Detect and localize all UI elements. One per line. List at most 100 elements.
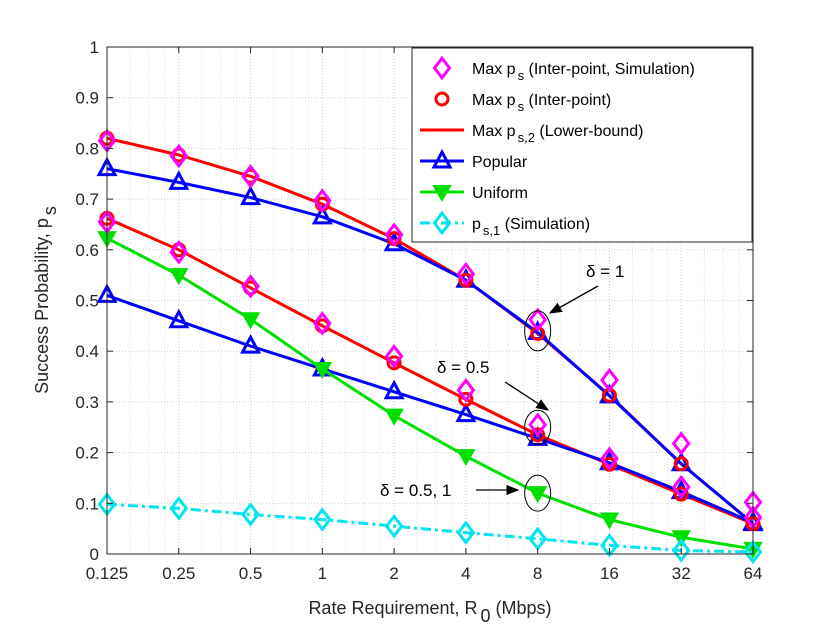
data-point bbox=[312, 507, 332, 532]
data-point bbox=[168, 308, 190, 329]
x-tick-label: 32 bbox=[672, 564, 691, 583]
legend-label: Popular bbox=[472, 154, 528, 171]
tick-layer: 0.125 0.25 0.5 1 2 4 8 16 32 64 0 0.1 0.2 0.3 0.4 0.5 0.… bbox=[75, 38, 762, 583]
annotation-layer: δ = 1 δ = 0.5 δ = 0.5, 1 bbox=[380, 262, 624, 512]
legend-label-sub: s bbox=[518, 68, 525, 83]
data-point bbox=[671, 474, 691, 500]
y-tick-label: 0 bbox=[90, 545, 99, 564]
y-tick-label: 0.2 bbox=[75, 444, 99, 463]
data-point bbox=[169, 240, 189, 265]
data-point bbox=[455, 402, 477, 423]
data-point bbox=[671, 431, 691, 456]
data-point bbox=[240, 333, 262, 354]
legend-label-sub: s,1 bbox=[483, 223, 500, 238]
data-point bbox=[600, 446, 619, 471]
data-point bbox=[743, 539, 763, 565]
legend-label-sub: s bbox=[518, 99, 525, 114]
annotation-label: δ = 0.5, 1 bbox=[380, 481, 451, 500]
data-point bbox=[384, 513, 404, 539]
legend-entry: Popular bbox=[420, 148, 528, 171]
series-line bbox=[106, 216, 754, 525]
data-point bbox=[241, 274, 260, 299]
x-axis-title-unit: (Mbps) bbox=[491, 598, 552, 618]
data-point bbox=[169, 143, 189, 169]
x-tick-label: 0.125 bbox=[86, 564, 129, 583]
data-point bbox=[528, 307, 548, 332]
legend-marker bbox=[432, 210, 452, 236]
data-point bbox=[241, 164, 260, 189]
data-point bbox=[458, 391, 474, 407]
data-point bbox=[384, 408, 404, 426]
data-point bbox=[673, 456, 689, 472]
legend-label-main: Max p bbox=[472, 92, 516, 109]
data-point bbox=[312, 311, 332, 336]
y-tick-label: 1 bbox=[90, 38, 99, 57]
y-axis-title-sub: s bbox=[40, 206, 60, 215]
y-tick-label: 0.4 bbox=[75, 342, 99, 361]
data-point bbox=[600, 533, 619, 558]
data-point bbox=[456, 520, 476, 545]
legend-marker bbox=[432, 185, 452, 203]
y-tick-label: 0.1 bbox=[75, 494, 99, 513]
legend-label-main: p bbox=[472, 216, 481, 233]
legend-marker bbox=[434, 91, 450, 107]
y-tick-label: 0.5 bbox=[75, 292, 99, 311]
data-point bbox=[528, 412, 548, 437]
x-axis-title-main: Rate Requirement, R bbox=[308, 598, 477, 618]
legend-label-rest: (Lower-bound) bbox=[535, 123, 644, 140]
annotation-label: δ = 0.5 bbox=[437, 358, 489, 377]
data-point bbox=[312, 361, 333, 379]
legend-label: Uniform bbox=[472, 185, 528, 202]
legend-label-main: Popular bbox=[472, 154, 528, 171]
legend-label-rest: (Inter-point) bbox=[524, 92, 611, 109]
x-tick-label: 2 bbox=[389, 564, 398, 583]
data-point bbox=[240, 312, 261, 330]
data-point bbox=[673, 486, 689, 502]
y-tick-label: 0.7 bbox=[75, 190, 99, 209]
x-tick-label: 1 bbox=[318, 564, 327, 583]
legend-label-rest: (Inter-point, Simulation) bbox=[524, 61, 695, 78]
series-6 bbox=[106, 216, 754, 525]
y-tick-label: 0.3 bbox=[75, 393, 99, 412]
data-point bbox=[456, 449, 476, 467]
data-point bbox=[312, 188, 332, 213]
legend-label-sub: s,2 bbox=[518, 130, 535, 145]
series-line bbox=[106, 236, 754, 551]
data-point bbox=[241, 502, 260, 527]
legend-label-rest: (Simulation) bbox=[500, 216, 590, 233]
x-tick-label: 0.5 bbox=[239, 564, 263, 583]
data-point bbox=[168, 170, 190, 190]
data-point bbox=[311, 204, 333, 225]
data-point bbox=[240, 185, 262, 206]
legend-entry: p s,1 (Simulation) bbox=[420, 210, 590, 238]
series-line bbox=[106, 294, 754, 524]
legend-label-main: Max p bbox=[472, 61, 516, 78]
data-point bbox=[600, 367, 619, 393]
x-tick-label: 64 bbox=[744, 564, 763, 583]
x-tick-label: 0.25 bbox=[162, 564, 195, 583]
series-line bbox=[106, 167, 754, 525]
series-line bbox=[106, 502, 754, 554]
x-axis-title-sub: 0 bbox=[481, 606, 491, 626]
annotation-ellipse bbox=[524, 474, 552, 512]
legend-label: p s,1 (Simulation) bbox=[472, 216, 590, 238]
y-tick-label: 0.9 bbox=[75, 89, 99, 108]
y-tick-label: 0.8 bbox=[75, 139, 99, 158]
legend-marker bbox=[431, 148, 453, 169]
data-point bbox=[456, 378, 476, 403]
legend-marker bbox=[432, 55, 452, 81]
data-point bbox=[599, 512, 620, 530]
series-4 bbox=[97, 209, 763, 530]
x-tick-label: 16 bbox=[600, 564, 619, 583]
legend-label-main: Max p bbox=[472, 123, 516, 140]
y-axis-title: Success Probability, p s bbox=[32, 206, 60, 394]
data-point bbox=[383, 379, 405, 400]
y-tick-label: 0.6 bbox=[75, 241, 99, 260]
data-point bbox=[527, 486, 548, 504]
legend-label: Max p s,2 (Lower-bound) bbox=[472, 123, 643, 145]
